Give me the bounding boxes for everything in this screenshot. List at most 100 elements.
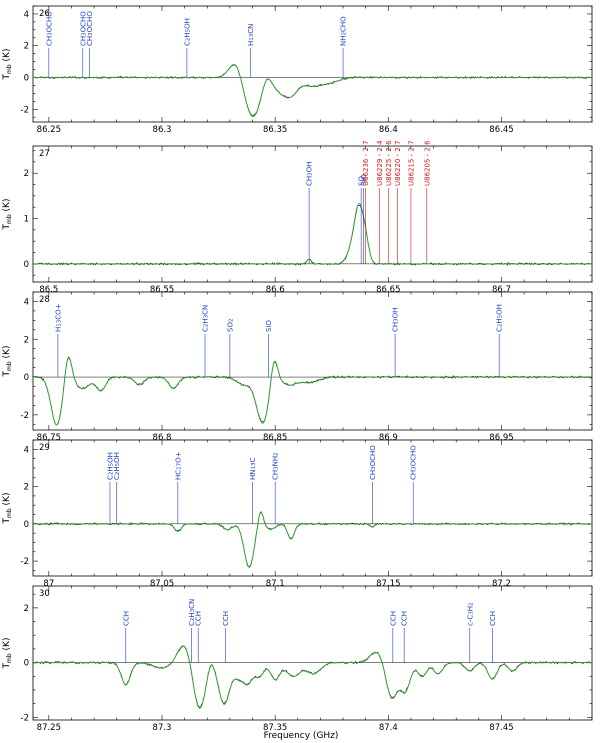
panel-frame: [32, 145, 593, 283]
x-tick-label: 86.35: [263, 125, 287, 135]
observed-spectrum: [32, 64, 593, 117]
y-tick-label: -2: [21, 105, 29, 115]
line-label: HN13C: [249, 458, 257, 481]
x-axis-label: Frequency (GHz): [264, 731, 339, 741]
observed-spectrum: [32, 204, 593, 266]
x-tick-label: 86.8: [153, 433, 172, 443]
line-label: C2H3CN: [188, 599, 196, 626]
observed-spectrum: [32, 356, 593, 426]
line-label: HC17O+: [174, 451, 182, 480]
x-tick-label: 87.45: [489, 723, 513, 733]
panel-frame: [32, 585, 593, 721]
x-tick-label: 86.4: [379, 125, 398, 135]
x-tick-label: 86.9: [379, 433, 398, 443]
x-tick-label: 87.25: [37, 723, 61, 733]
observed-spectrum: [32, 645, 593, 709]
line-label: CH3OH: [392, 308, 400, 332]
panel-number: 28: [39, 295, 50, 305]
y-tick-label: 4: [24, 297, 29, 307]
line-label: C2H5OH: [496, 304, 504, 332]
x-tick-label: 86.5: [39, 285, 58, 295]
y-tick-label: 2: [24, 604, 29, 614]
line-label: CCH: [195, 611, 203, 626]
spectrum-panel-29: 29 87 87.05 87.1 87.15 87.2 -2 0 2 4 Tmb (K) C2H5OH…: [2, 439, 593, 589]
x-tick-label: 86.6: [266, 285, 285, 295]
line-label: CH3OCHO: [410, 445, 418, 480]
line-label: CH3OCHO: [45, 11, 53, 46]
line-label: CCH: [489, 611, 497, 626]
x-tick-label: 86.3: [153, 125, 172, 135]
line-label: CH3OCHO: [79, 11, 87, 46]
y-tick-label: 4: [24, 10, 29, 20]
line-label: CCH: [222, 611, 230, 626]
x-tick-label: 87.1: [266, 579, 285, 589]
x-tick-label: 86.45: [489, 125, 513, 135]
line-label: SO2: [226, 319, 234, 332]
model-spectrum: [32, 63, 593, 118]
line-label: CH3OH: [306, 162, 314, 186]
x-tick-label: 87: [43, 579, 54, 589]
x-tick-label: 87.35: [263, 723, 287, 733]
line-label: SiO: [265, 320, 273, 332]
line-label: CH3NH2: [272, 452, 280, 480]
x-tick-label: 86.85: [263, 433, 287, 443]
panel-frame: [32, 439, 593, 577]
x-tick-label: 86.55: [150, 285, 174, 295]
line-label: U86229 - 2.4: [376, 140, 384, 186]
y-tick-label: 0: [24, 373, 29, 383]
line-label: CCH: [122, 611, 130, 626]
x-tick-label: 86.7: [492, 285, 511, 295]
panel-number: 29: [39, 443, 50, 453]
line-label: SiO: [360, 174, 368, 186]
line-label: U86205 - 2.6: [423, 140, 431, 186]
y-tick-label: 1: [24, 215, 29, 225]
x-tick-label: 86.95: [489, 433, 513, 443]
y-axis-label: Tmb (K): [2, 493, 13, 525]
line-label: H13CO+: [54, 303, 62, 332]
panel-frame: [32, 291, 593, 431]
y-tick-label: 2: [24, 42, 29, 52]
panel-frame: [32, 5, 593, 123]
y-axis-label: Tmb (K): [2, 638, 13, 670]
model-spectrum: [32, 511, 593, 568]
x-tick-label: 87.4: [379, 723, 398, 733]
y-axis-label: Tmb (K): [2, 49, 13, 81]
model-spectrum: [32, 645, 593, 709]
model-spectrum: [32, 356, 593, 426]
x-tick-label: 87.3: [153, 723, 172, 733]
y-tick-label: 2: [24, 483, 29, 493]
x-tick-label: 87.15: [376, 579, 400, 589]
y-tick-label: 2: [24, 169, 29, 179]
y-tick-label: 0: [24, 74, 29, 84]
line-label: C2H5OH: [113, 452, 121, 480]
y-tick-label: -2: [21, 713, 29, 723]
y-tick-label: 4: [24, 445, 29, 455]
model-spectrum: [32, 203, 593, 265]
y-axis-label: Tmb (K): [2, 346, 13, 378]
y-tick-label: 0: [24, 659, 29, 669]
panel-number: 30: [39, 589, 50, 599]
line-label: U86220 - 2.7: [394, 140, 402, 186]
spectrum-panel-26: 26 86.25 86.3 86.35 86.4 86.45 -2 0 2 4 Tmb (K) CH3…: [2, 5, 593, 135]
line-label: C2H5OH: [106, 452, 114, 480]
x-tick-label: 87.05: [150, 579, 174, 589]
y-tick-label: -2: [21, 411, 29, 421]
panel-number: 26: [39, 9, 50, 19]
line-label: SO: [358, 176, 366, 186]
line-label: c-C3H2: [466, 602, 474, 626]
line-label: CH3OCHO: [86, 11, 94, 46]
y-tick-label: 2: [24, 335, 29, 345]
y-tick-label: 0: [24, 520, 29, 530]
y-tick-label: -2: [21, 557, 29, 567]
spectrum-panel-27: 27 86.5 86.55 86.6 86.65 86.7 0 1 2 Tmb (K) CH3OH S…: [2, 140, 593, 295]
spectrum-panel-28: 28 86.75 86.8 86.85 86.9 86.95 -2 0 2 4 Tmb (K) H13…: [2, 291, 593, 443]
line-label: C2H3CN: [202, 305, 210, 332]
line-label: CCH: [389, 611, 397, 626]
line-label: U86225 - 2.6: [385, 140, 393, 186]
x-tick-label: 87.2: [492, 579, 511, 589]
line-label: U86236 - 2.7: [362, 140, 370, 186]
line-label: CCH: [401, 611, 409, 626]
line-label: NH2CHO: [340, 16, 348, 46]
